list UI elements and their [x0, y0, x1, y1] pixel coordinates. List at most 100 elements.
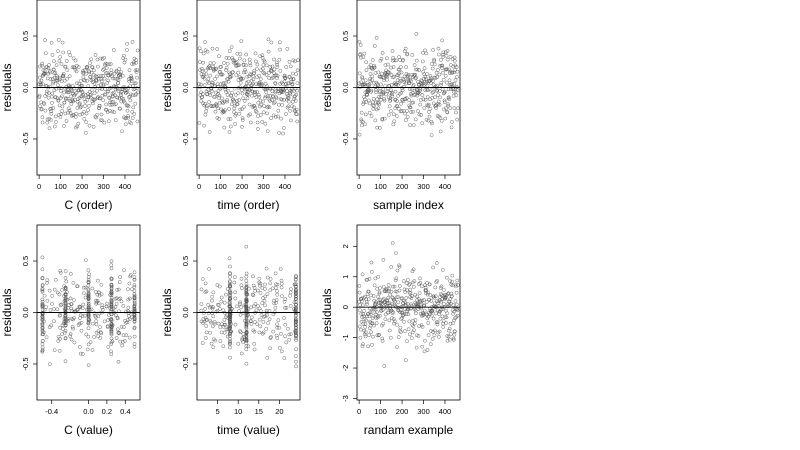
data-point	[231, 97, 236, 102]
data-point	[371, 103, 375, 108]
data-point	[439, 284, 444, 289]
data-point	[415, 302, 420, 307]
data-point	[220, 72, 225, 77]
data-point	[254, 308, 259, 313]
data-point	[419, 78, 424, 83]
data-point	[442, 288, 446, 292]
data-point	[58, 268, 63, 273]
data-point	[433, 76, 438, 80]
data-point	[438, 309, 443, 314]
data-point	[455, 278, 460, 283]
data-point	[40, 267, 45, 272]
data-point	[456, 106, 460, 111]
data-point	[295, 119, 300, 124]
data-point	[365, 93, 369, 97]
data-point	[294, 364, 298, 369]
y-axis-label: residuals	[0, 288, 14, 336]
data-point	[209, 104, 214, 109]
data-point	[102, 76, 107, 81]
data-point	[292, 94, 297, 99]
data-point	[87, 70, 92, 75]
data-point	[126, 115, 131, 120]
data-point	[437, 312, 441, 316]
data-point	[272, 100, 277, 105]
data-point	[216, 89, 221, 93]
data-point	[233, 322, 238, 327]
data-point	[386, 70, 391, 75]
data-point	[65, 68, 70, 72]
data-point	[244, 320, 249, 325]
data-point	[267, 76, 271, 80]
data-point	[434, 106, 438, 110]
data-point	[374, 321, 379, 325]
data-point	[91, 101, 95, 106]
data-point	[208, 61, 213, 66]
data-point	[378, 89, 382, 93]
data-point	[261, 63, 266, 67]
data-point	[397, 71, 401, 76]
data-point	[250, 82, 254, 87]
data-point	[295, 68, 300, 73]
data-point	[452, 81, 457, 86]
data-point	[244, 344, 249, 349]
data-point	[118, 73, 123, 77]
data-point	[252, 68, 257, 73]
data-point	[244, 285, 249, 289]
data-point	[378, 58, 383, 63]
data-point	[268, 98, 272, 103]
data-point	[110, 109, 115, 114]
data-point	[399, 65, 403, 69]
data-point	[236, 341, 241, 346]
data-point	[47, 126, 52, 131]
data-point	[125, 48, 129, 52]
data-point	[272, 67, 277, 72]
data-point	[357, 284, 362, 288]
data-point	[219, 65, 223, 69]
data-point	[40, 339, 45, 343]
data-point	[279, 331, 283, 336]
data-point	[419, 113, 423, 117]
data-point	[44, 65, 48, 70]
data-point	[254, 59, 258, 64]
data-point	[132, 315, 137, 320]
data-point	[269, 68, 274, 73]
data-point	[202, 103, 207, 108]
data-point	[273, 306, 278, 310]
data-point	[66, 316, 70, 321]
data-point	[451, 337, 456, 342]
data-point	[79, 320, 84, 325]
data-point	[451, 336, 456, 341]
data-point	[56, 339, 61, 343]
data-point	[83, 295, 88, 300]
data-point	[278, 47, 282, 52]
data-point	[71, 281, 76, 285]
y-tick-label: -0.5	[21, 133, 30, 146]
data-point	[121, 97, 126, 101]
data-point	[88, 61, 92, 66]
data-point	[440, 52, 445, 57]
data-point	[235, 304, 239, 309]
data-point	[395, 345, 399, 350]
data-point	[98, 118, 103, 122]
data-point	[294, 330, 298, 335]
data-point	[433, 95, 437, 100]
data-point	[54, 120, 58, 124]
data-point	[65, 89, 69, 94]
data-point	[244, 278, 249, 283]
data-point	[199, 82, 203, 87]
data-point	[221, 308, 226, 313]
data-point	[373, 118, 378, 123]
data-point	[97, 103, 102, 108]
data-point	[258, 98, 263, 103]
data-point	[445, 67, 449, 71]
data-point	[114, 68, 119, 73]
data-point	[132, 304, 137, 309]
data-point	[203, 40, 207, 44]
data-point	[430, 66, 435, 71]
data-point	[288, 303, 293, 308]
data-point	[109, 321, 114, 326]
data-point	[382, 116, 387, 121]
data-point	[275, 292, 280, 297]
data-point	[200, 277, 205, 281]
data-point	[282, 299, 287, 304]
